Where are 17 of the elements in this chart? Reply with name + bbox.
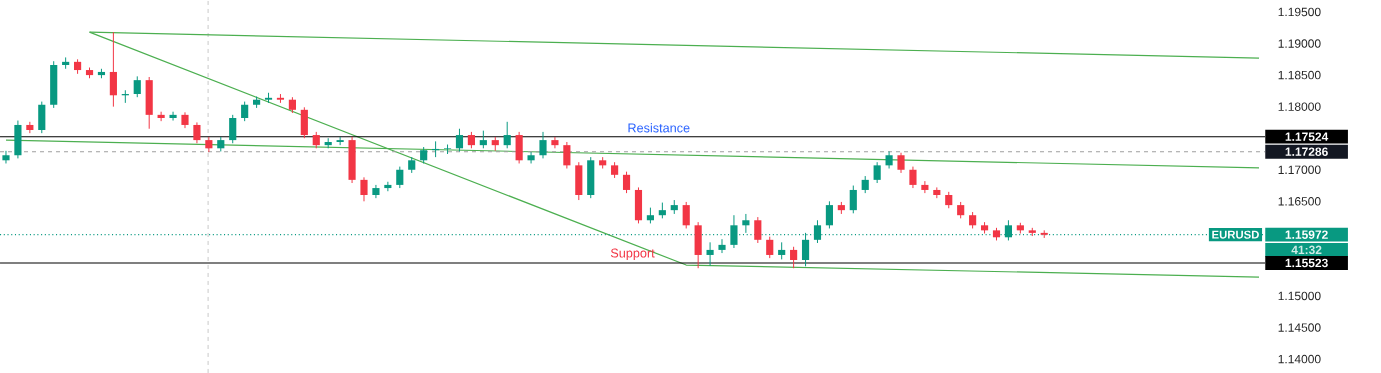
ref-line-label: 1.15972 — [1285, 230, 1328, 239]
annotation: Support — [610, 248, 655, 261]
text: 41:32 — [1291, 245, 1322, 255]
annotation: Resistance — [628, 123, 690, 133]
ref-line-label: 1.17286 — [1285, 147, 1328, 156]
y-tick-label: 1.17000 — [1278, 165, 1321, 175]
y-tick-label: 1.18000 — [1278, 102, 1321, 111]
ref-line-label: 1.17524 — [1285, 132, 1329, 141]
y-tick-label: 1.16500 — [1278, 197, 1321, 206]
y-tick-label: 1.18500 — [1278, 70, 1321, 80]
annotation: EURUSD — [1212, 230, 1259, 239]
y-tick-label: 1.19000 — [1278, 39, 1321, 48]
y-tick-label: 1.19500 — [1278, 7, 1321, 17]
y-tick-label: 1.14000 — [1278, 354, 1321, 364]
y-tick-label: 1.14500 — [1278, 323, 1321, 332]
y-tick-label: 1.15000 — [1278, 291, 1321, 301]
ref-line-label: 1.15523 — [1285, 258, 1328, 268]
